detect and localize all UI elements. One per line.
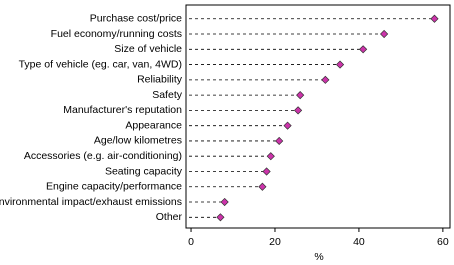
point [275, 136, 284, 146]
y-tick-label: Manufacturer's reputation [63, 104, 182, 116]
y-tick-label: Purchase cost/price [90, 13, 182, 25]
x-axis-label: % [314, 251, 323, 263]
point [266, 152, 275, 161]
point [220, 197, 229, 207]
y-tick-label: Seating capacity [105, 165, 183, 177]
x-tick-label: 20 [269, 236, 281, 248]
plot-frame [185, 4, 451, 229]
point [296, 91, 305, 100]
point [359, 45, 368, 54]
y-tick-label: Age/low kilometres [94, 135, 182, 147]
y-tick-label: Size of vehicle [114, 43, 182, 55]
x-tick-label: 60 [437, 236, 449, 248]
point [335, 60, 345, 69]
point [262, 167, 271, 176]
y-tick-label: Fuel economy/running costs [51, 28, 182, 40]
y-tick-label: Accessories (e.g. air-conditioning) [24, 150, 182, 162]
point [321, 75, 330, 84]
y-tick-label: Type of vehicle (eg. car, van, 4WD) [19, 58, 182, 70]
point [430, 14, 439, 23]
y-tick-label: Appearance [125, 119, 182, 131]
point [258, 182, 267, 191]
x-tick-label: 0 [188, 236, 194, 248]
point [293, 106, 303, 115]
y-tick-label: Other [156, 211, 183, 223]
y-tick-label: Reliability [137, 74, 183, 86]
y-tick-label: Safety [152, 89, 183, 101]
x-tick-label: 40 [353, 236, 365, 248]
y-tick-label: Engine capacity/performance [46, 181, 182, 193]
point [380, 29, 389, 39]
y-tick-label: Environmental impact/exhaust emissions [0, 196, 182, 208]
point [283, 121, 292, 130]
point [216, 213, 225, 222]
